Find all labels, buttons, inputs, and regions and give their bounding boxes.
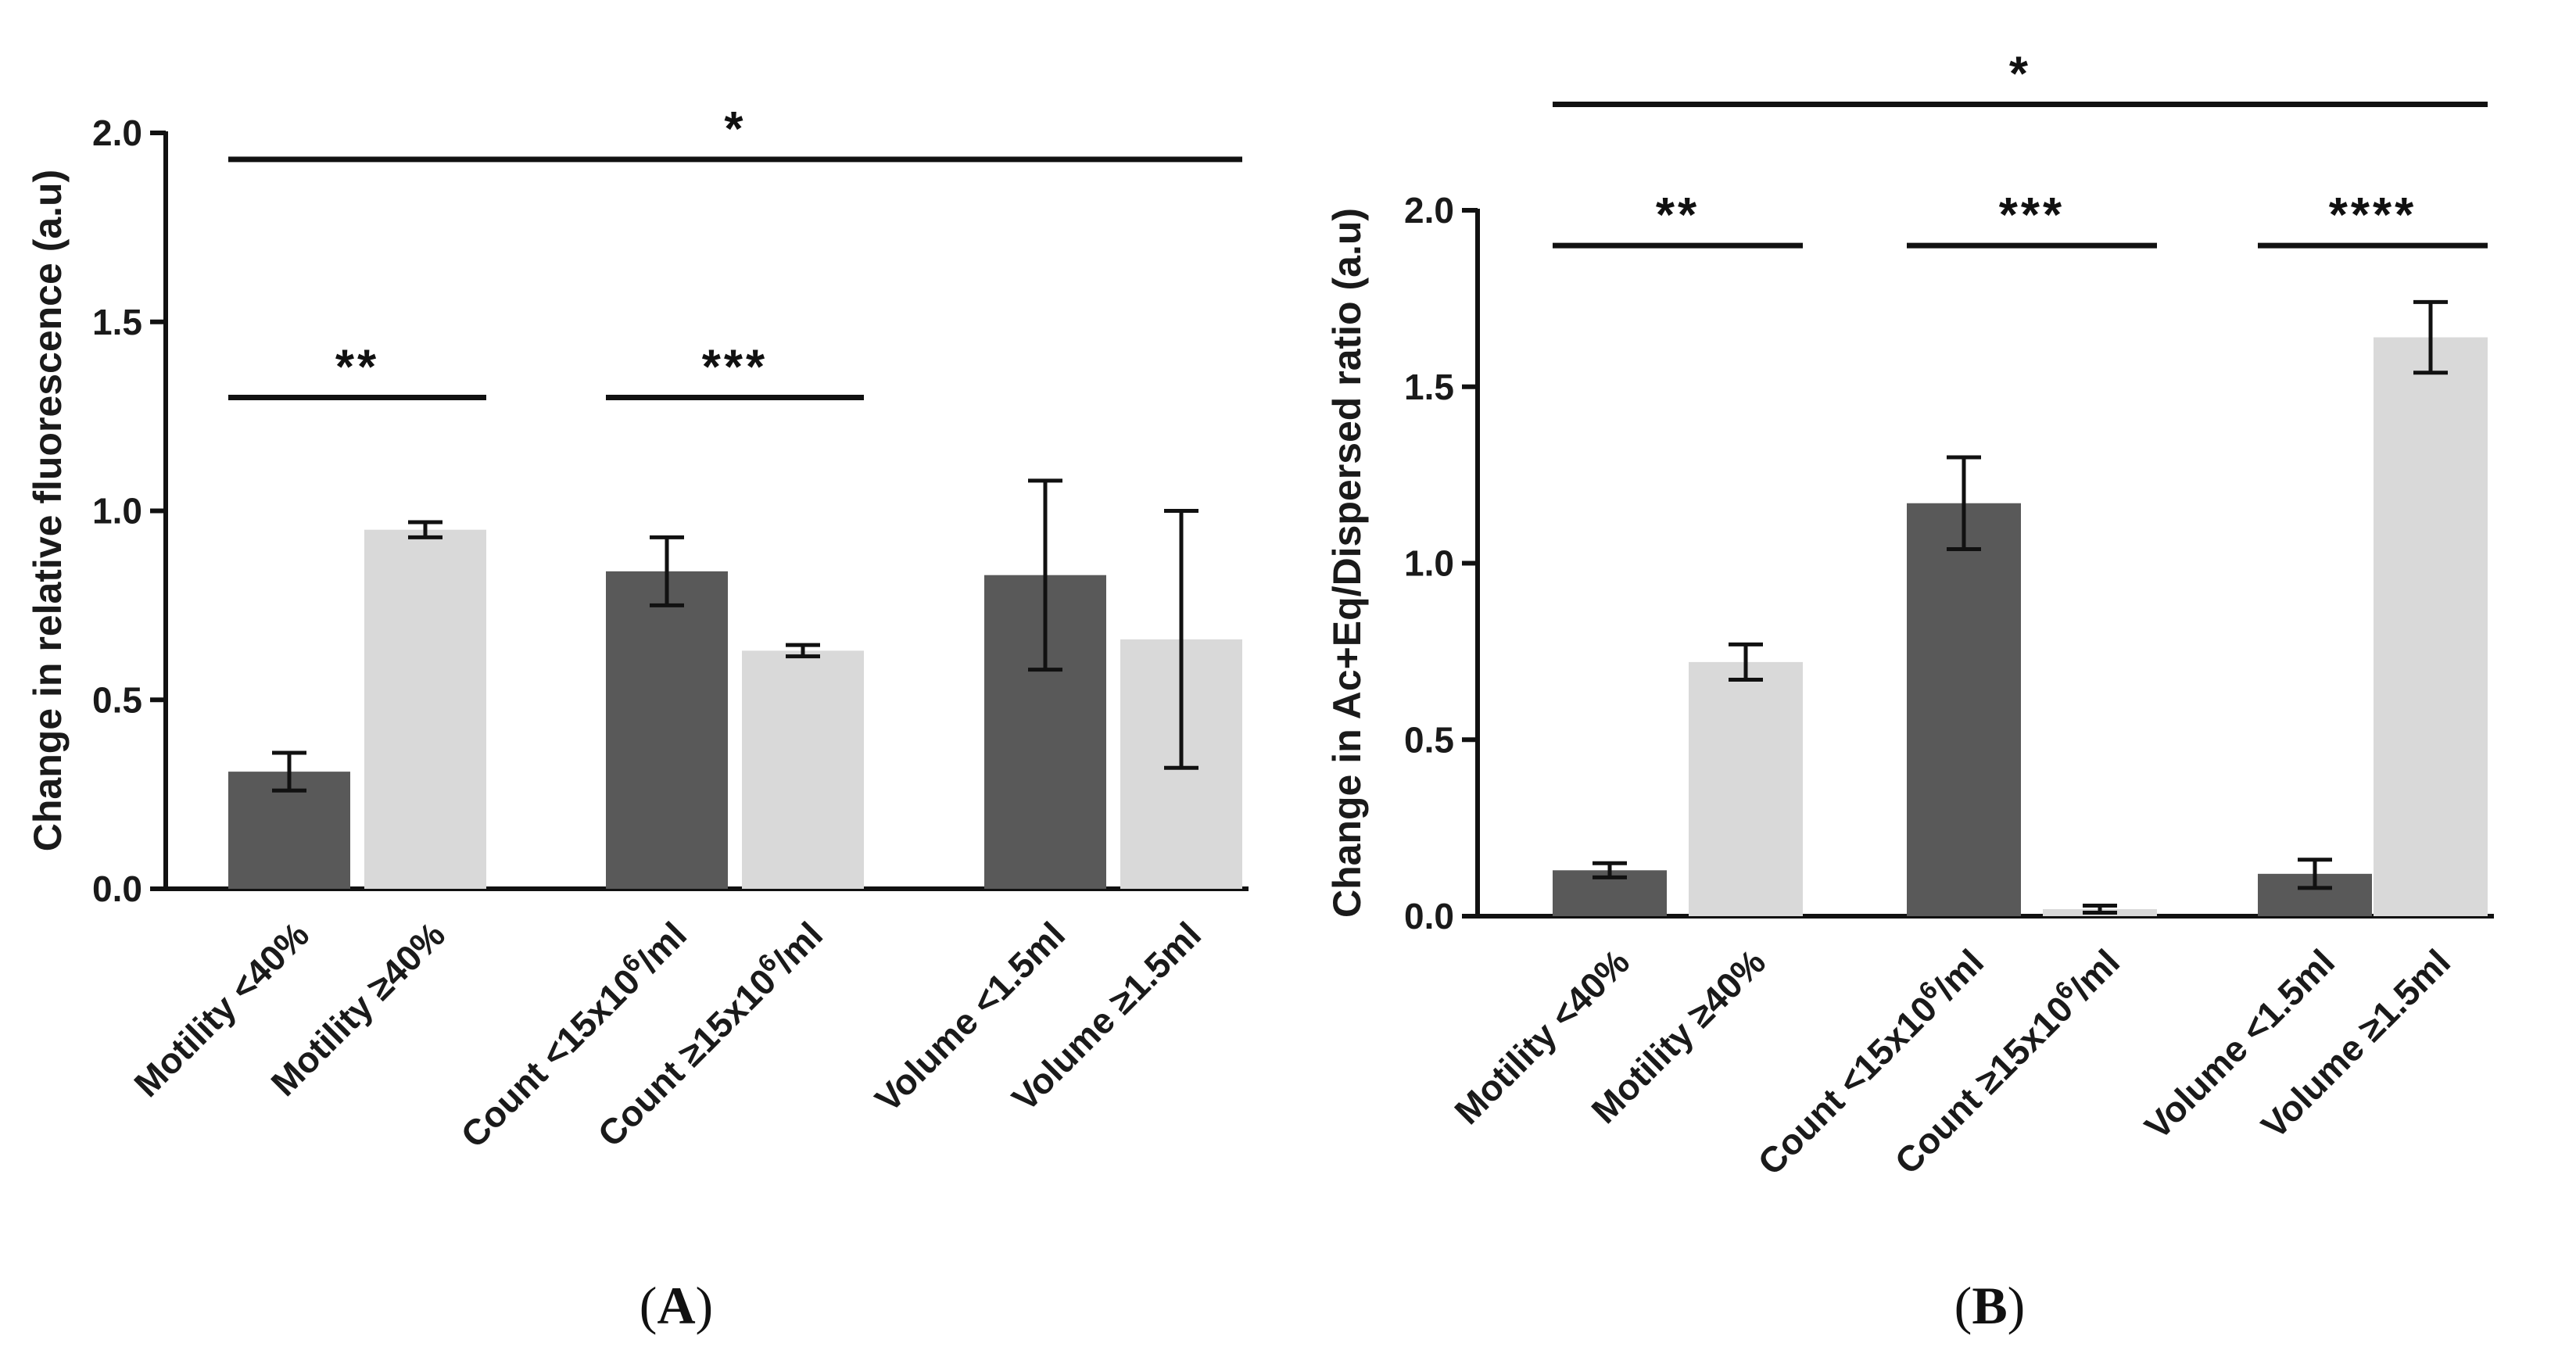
category-label: Count ≥15x106/ml: [587, 911, 830, 1155]
bar: [1689, 661, 1803, 916]
bar: [742, 650, 864, 889]
y-tick-label: 0.0: [92, 868, 142, 909]
bar: [364, 529, 486, 889]
y-axis-title: Change in Ac+Eq/Dispersed ratio (a.u): [1325, 208, 1369, 918]
y-tick-label: 0.5: [1404, 719, 1454, 760]
panel-a-caption: (A): [640, 1276, 713, 1335]
significance-label: **: [1656, 188, 1700, 242]
significance-label: ****: [2329, 188, 2417, 242]
category-label: Count ≥15x106/ml: [1884, 939, 2127, 1182]
significance-label: **: [335, 340, 379, 394]
significance-label: ***: [702, 340, 768, 394]
bar: [606, 571, 728, 889]
y-tick-label: 1.0: [92, 491, 142, 532]
panel-b-letter: B: [1972, 1276, 2007, 1335]
category-label: Count <15x106/ml: [1747, 939, 1991, 1183]
bar: [2374, 337, 2488, 916]
y-tick-label: 1.5: [1404, 367, 1454, 407]
panel-b-caption: (B): [1954, 1276, 2026, 1335]
y-tick-label: 1.0: [1404, 543, 1454, 584]
y-tick-label: 2.0: [1404, 190, 1454, 231]
y-tick-label: 2.0: [92, 113, 142, 153]
significance-label: ***: [1999, 188, 2065, 242]
y-tick-label: 1.5: [92, 302, 142, 342]
panel-a-letter: A: [657, 1276, 695, 1335]
category-label: Count <15x106/ml: [450, 911, 694, 1155]
y-axis-title: Change in relative fluorescence (a.u): [26, 170, 70, 852]
y-tick-label: 0.0: [1404, 896, 1454, 936]
panel-b-chart: 0.0 0.5 1.0 1.5 2.0 Change in Ac+Eq/Dispersed…: [1325, 48, 2494, 1183]
y-tick-label: 0.5: [92, 679, 142, 720]
bar: [1907, 503, 2021, 916]
significance-label: *: [724, 102, 746, 156]
panel-a-chart: 0.0 0.5 1.0 1.5 2.0 Change in relative fluore…: [26, 102, 1249, 1155]
significance-label: *: [2009, 48, 2031, 102]
